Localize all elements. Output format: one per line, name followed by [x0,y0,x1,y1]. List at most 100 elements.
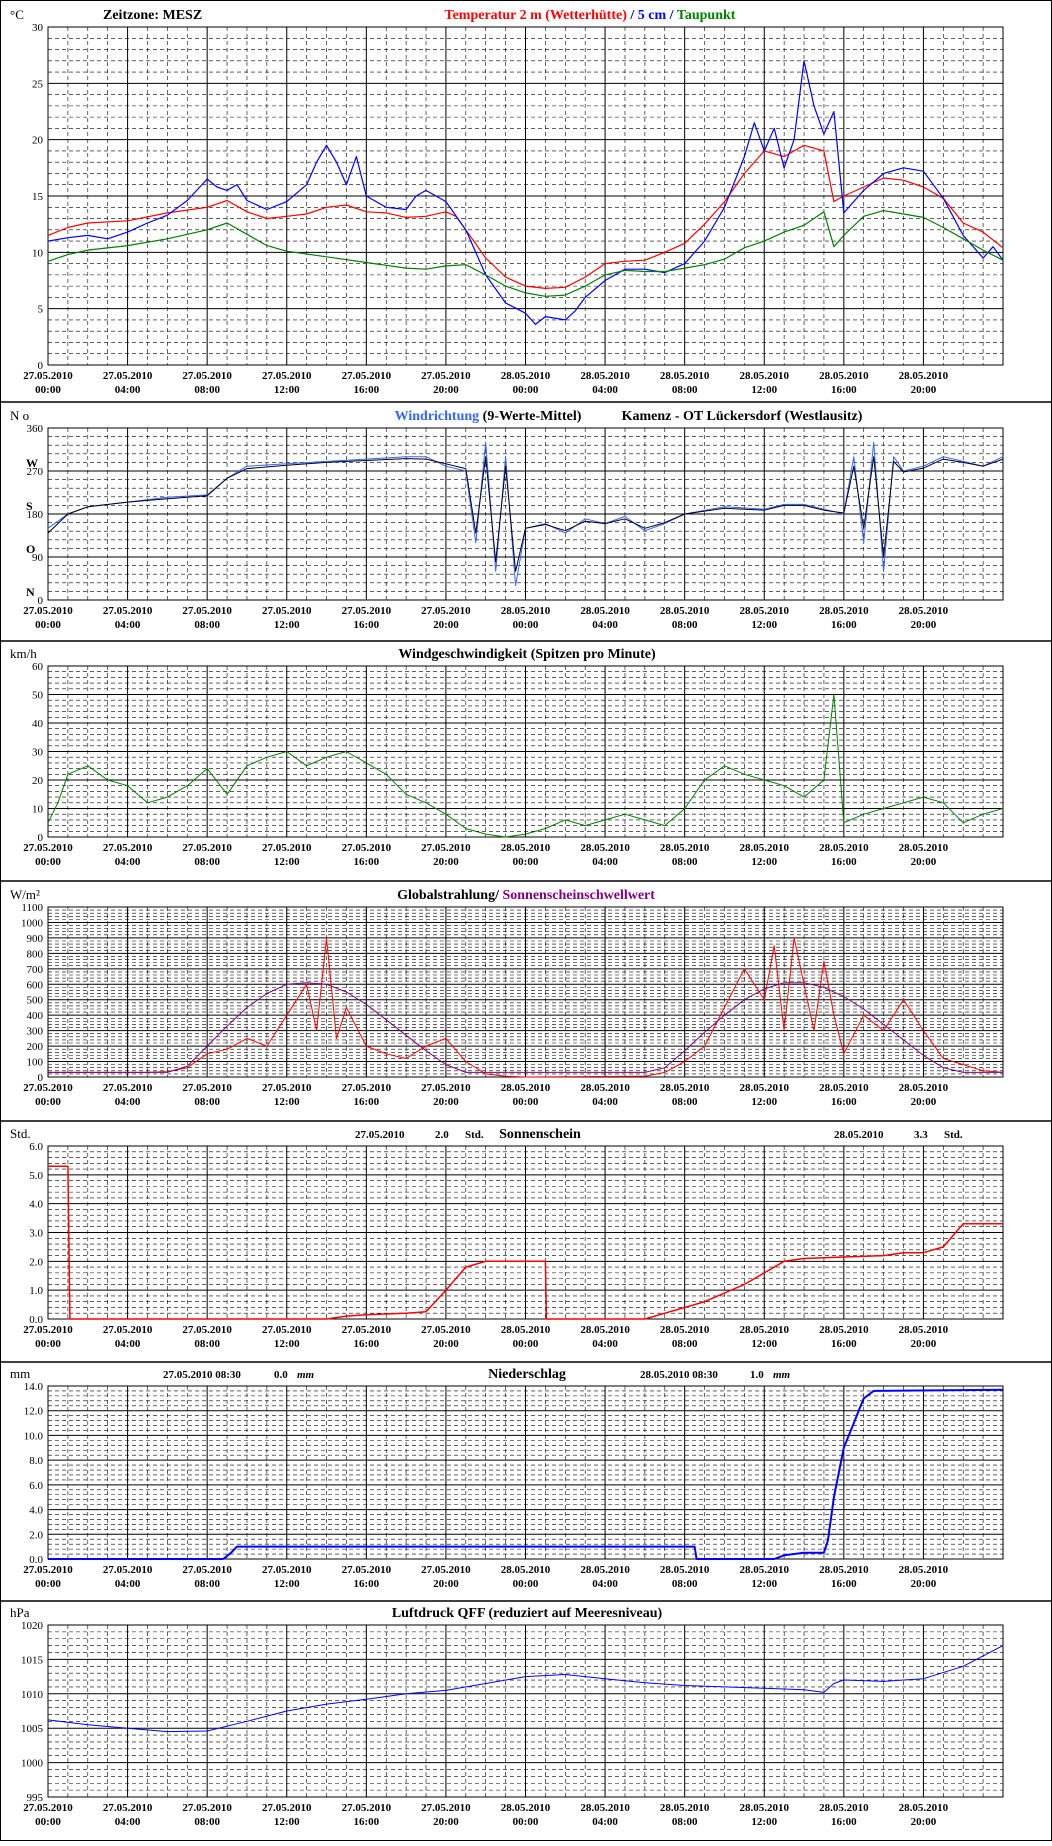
rain-summary-value: 1.0 [750,1369,764,1381]
x-tick-time: 20:00 [911,384,937,396]
x-tick-time: 08:00 [672,1096,698,1108]
y-axis-unit: km/h [10,646,37,661]
x-tick-time: 20:00 [911,856,937,868]
x-tick-time: 12:00 [751,1096,777,1108]
sun-summary-value: 2.0 [435,1129,449,1141]
x-tick-time: 08:00 [672,856,698,868]
x-tick-time: 16:00 [353,1578,379,1590]
panel-5: 0.0 1.0 2.0 3.0 4.0 5.0 6.0 27.05.2010 00:00 27.0… [0,1120,1052,1350]
y-tick-label: 20 [32,775,44,787]
x-tick-date: 27.05.2010 [182,1324,232,1336]
x-tick-time: 12:00 [751,1816,777,1828]
x-tick-time: 00:00 [513,384,539,396]
x-tick-time: 00:00 [35,1578,61,1590]
y-tick-label: 300 [27,1026,44,1038]
x-tick-time: 16:00 [353,1096,379,1108]
x-tick-date: 27.05.2010 [421,370,471,382]
y-tick-label: 0.0 [29,1554,43,1566]
x-tick-date: 28.05.2010 [740,605,790,617]
x-tick-time: 12:00 [751,384,777,396]
x-tick-date: 28.05.2010 [899,370,949,382]
sun-summary-date: 27.05.2010 [355,1129,405,1141]
x-tick-time: 00:00 [513,1816,539,1828]
y-tick-label: 5 [38,304,44,316]
x-tick-time: 16:00 [831,1816,857,1828]
x-tick-date: 27.05.2010 [421,1802,471,1814]
x-tick-time: 20:00 [433,1816,459,1828]
x-tick-time: 08:00 [194,384,220,396]
x-tick-date: 27.05.2010 [182,1082,232,1094]
series-line-windgeschwindigkeit [47,694,1004,838]
x-tick-time: 08:00 [672,1338,698,1350]
plot-frame [47,427,1004,601]
x-tick-time: 04:00 [592,1338,618,1350]
x-tick-time: 16:00 [831,384,857,396]
x-tick-time: 08:00 [672,1816,698,1828]
sun-summary-unit: Std. [465,1129,484,1141]
x-tick-date: 27.05.2010 [23,842,73,854]
x-tick-time: 20:00 [433,1338,459,1350]
x-tick-time: 20:00 [433,856,459,868]
y-tick-label: 100 [27,1057,44,1069]
y-tick-label: 6.0 [29,1141,43,1153]
sun-summary-value: 3.3 [914,1129,928,1141]
y-tick-label: 5.0 [29,1170,43,1182]
x-tick-time: 16:00 [353,1816,379,1828]
y-axis-unit: hPa [10,1605,30,1620]
x-tick-time: 16:00 [353,619,379,631]
x-tick-date: 27.05.2010 [23,1082,73,1094]
title-part: / [627,8,638,23]
x-tick-time: 12:00 [751,1578,777,1590]
panel-title: Sonnenschein [499,1127,581,1142]
x-tick-date: 28.05.2010 [819,1564,869,1576]
x-tick-date: 28.05.2010 [819,1802,869,1814]
x-tick-time: 16:00 [353,856,379,868]
y-tick-label: 10 [32,804,44,816]
x-tick-date: 28.05.2010 [899,605,949,617]
x-tick-time: 04:00 [115,619,141,631]
x-tick-date: 27.05.2010 [262,842,312,854]
x-tick-date: 28.05.2010 [740,1324,790,1336]
rain-summary-value: 0.0 [274,1369,288,1381]
y-tick-label: 800 [27,948,44,960]
x-tick-time: 00:00 [35,1096,61,1108]
y-tick-label: 360 [27,423,44,435]
y-tick-label: 1000 [21,917,44,929]
x-tick-date: 27.05.2010 [262,1324,312,1336]
x-tick-date: 28.05.2010 [580,1082,630,1094]
x-tick-time: 04:00 [592,1578,618,1590]
y-axis-unit: °C [10,7,24,22]
x-tick-date: 28.05.2010 [580,1564,630,1576]
x-tick-date: 28.05.2010 [501,370,551,382]
x-tick-time: 04:00 [115,1578,141,1590]
panel-6: 0.0 2.0 4.0 6.0 8.0 10.0 12.0 14.0 27.05.2010 00:… [0,1361,1052,1590]
x-tick-date: 27.05.2010 [262,1082,312,1094]
y-axis-unit: N o [10,408,29,423]
y-tick-label: 90 [32,552,44,564]
y-tick-label: 1005 [21,1723,44,1735]
x-tick-time: 00:00 [513,1338,539,1350]
x-tick-date: 28.05.2010 [501,605,551,617]
series-line-luftdruck-qff [47,1645,1004,1733]
series-line-5-cm [47,60,1004,325]
sun-summary-date: 28.05.2010 [834,1129,884,1141]
y-tick-label: 1.0 [29,1285,43,1297]
panel-1: 0 5 10 15 20 25 30 27.05.2010 00:00 27.05.2010 04:… [10,7,1004,396]
x-tick-time: 16:00 [353,1338,379,1350]
x-tick-time: 04:00 [592,1816,618,1828]
x-tick-time: 08:00 [194,1338,220,1350]
x-tick-time: 16:00 [353,384,379,396]
x-tick-date: 27.05.2010 [262,370,312,382]
x-tick-date: 28.05.2010 [660,1324,710,1336]
x-tick-time: 00:00 [35,619,61,631]
panel-4: 0 100 200 300 400 500 600 700 800 900 1000 1100 27.0… [0,880,1052,1108]
y-tick-label: 200 [27,1041,44,1053]
x-tick-time: 00:00 [513,1096,539,1108]
x-tick-time: 04:00 [592,619,618,631]
x-tick-time: 12:00 [274,856,300,868]
site-label: Kamenz - OT Lückersdorf (Westlausitz) [622,409,863,424]
x-tick-time: 08:00 [672,619,698,631]
compass-label: W [26,456,38,470]
y-tick-label: 0 [38,595,44,607]
